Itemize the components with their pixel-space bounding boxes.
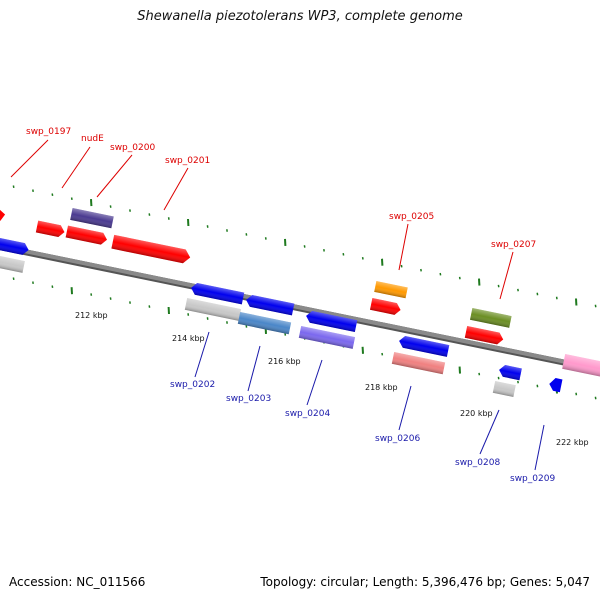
gene-label: swp_0206 xyxy=(375,434,420,444)
gene-label: swp_0197 xyxy=(26,127,71,137)
gene-label: swp_0208 xyxy=(455,458,500,468)
kbp-label: 216 kbp xyxy=(268,357,301,366)
gene-label: swp_0207 xyxy=(491,240,536,250)
gene-label: swp_0202 xyxy=(170,380,215,390)
gene-label: swp_0204 xyxy=(285,409,330,419)
gene-arrow[interactable] xyxy=(35,220,66,238)
gene-label: swp_0205 xyxy=(389,212,434,222)
tick-row-lower xyxy=(12,277,597,400)
gene-label: nudE xyxy=(81,134,104,144)
gene-label: swp_0209 xyxy=(510,474,555,484)
genome-backbone xyxy=(0,243,600,374)
gene-labels: swp_0197 nudE swp_0200 swp_0201 swp_0205… xyxy=(26,127,555,484)
genome-summary-text: Topology: circular; Length: 5,396,476 bp… xyxy=(260,575,590,589)
kbp-label: 214 kbp xyxy=(172,334,205,343)
kbp-label: 212 kbp xyxy=(75,311,108,320)
kbp-labels: 212 kbp 214 kbp 216 kbp 218 kbp 220 kbp … xyxy=(75,311,589,447)
gene-label: swp_0200 xyxy=(110,143,155,153)
tick-row-upper xyxy=(12,185,597,308)
kbp-label: 218 kbp xyxy=(365,383,398,392)
page-title: Shewanella piezotolerans WP3, complete g… xyxy=(137,9,463,24)
gene-track xyxy=(0,208,600,397)
gene-swp-0197[interactable] xyxy=(0,209,6,222)
gene-swp-0209[interactable] xyxy=(548,377,563,393)
accession-text: Accession: NC_011566 xyxy=(9,575,146,589)
gene-label: swp_0201 xyxy=(165,156,210,166)
kbp-label: 222 kbp xyxy=(556,438,589,447)
leader-lines xyxy=(10,139,545,471)
kbp-label: 220 kbp xyxy=(460,409,493,418)
gene-label: swp_0203 xyxy=(226,394,271,404)
